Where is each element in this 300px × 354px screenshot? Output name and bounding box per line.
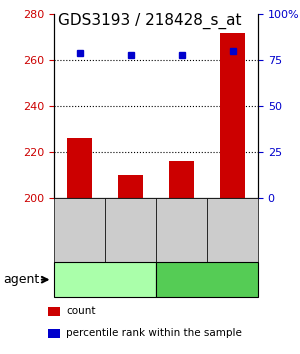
Bar	[169, 161, 194, 198]
Text: agent: agent	[3, 273, 39, 286]
Text: count: count	[66, 306, 95, 316]
Bar	[220, 33, 245, 198]
Bar	[118, 175, 143, 198]
Text: percentile rank within the sample: percentile rank within the sample	[66, 328, 242, 338]
Text: control: control	[83, 273, 127, 286]
Text: GSM264757: GSM264757	[176, 198, 187, 262]
Text: GDS3193 / 218428_s_at: GDS3193 / 218428_s_at	[58, 12, 242, 29]
Text: GSM264758: GSM264758	[227, 198, 238, 262]
Bar	[67, 138, 92, 198]
Text: VAF347: VAF347	[183, 273, 231, 286]
Text: GSM264755: GSM264755	[74, 198, 85, 262]
Text: GSM264756: GSM264756	[125, 198, 136, 262]
